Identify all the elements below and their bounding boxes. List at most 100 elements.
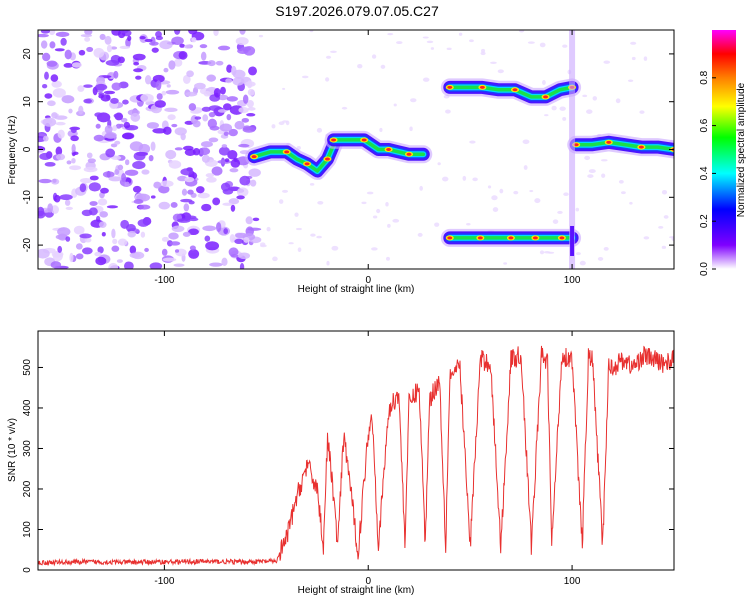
noise-speckle: [316, 235, 322, 239]
noise-speckle: [503, 262, 508, 265]
noise-blob: [224, 158, 230, 163]
x-tick-label: -100: [154, 576, 174, 587]
noise-blob: [155, 80, 162, 91]
noise-blob: [98, 94, 104, 99]
noise-blob: [140, 93, 154, 103]
noise-blob: [158, 201, 170, 210]
noise-speckle: [422, 36, 429, 39]
noise-blob: [150, 195, 156, 199]
y-tick-label: 500: [22, 359, 33, 376]
noise-speckle: [562, 116, 567, 121]
x-tick-label: 0: [365, 576, 371, 587]
y-tick-label: 20: [22, 48, 33, 60]
noise-blob: [64, 49, 72, 60]
noise-blob: [71, 143, 76, 154]
noise-speckle: [575, 207, 580, 212]
noise-blob: [83, 84, 93, 88]
noise-blob: [110, 46, 118, 50]
track-peak: [304, 162, 310, 166]
noise-blob: [78, 49, 86, 56]
noise-blob: [148, 155, 154, 162]
noise-speckle: [387, 32, 394, 36]
noise-speckle: [409, 126, 413, 132]
track-peak: [479, 85, 485, 89]
noise-blob: [248, 168, 261, 177]
track-peak: [447, 236, 453, 240]
noise-blob: [152, 128, 167, 134]
noise-speckle: [396, 41, 403, 45]
noise-speckle: [487, 185, 492, 189]
noise-blob: [227, 149, 238, 160]
noise-speckle: [387, 223, 391, 228]
noise-speckle: [584, 155, 591, 161]
noise-speckle: [417, 232, 423, 237]
noise-blob: [98, 221, 107, 229]
noise-blob: [163, 67, 169, 73]
snr-x-axis: -100 0 100: [154, 331, 581, 587]
noise-speckle: [499, 188, 504, 194]
noise-blob: [111, 245, 120, 252]
noise-speckle: [522, 139, 530, 145]
noise-speckle: [422, 77, 430, 82]
noise-blob: [144, 75, 152, 85]
noise-blob: [194, 82, 206, 90]
noise-blob: [127, 35, 132, 42]
noise-blob: [221, 257, 228, 266]
noise-speckle: [434, 222, 440, 227]
noise-blob: [230, 254, 239, 258]
noise-blob: [205, 241, 220, 251]
noise-speckle: [603, 60, 611, 64]
noise-blob: [218, 146, 230, 156]
noise-speckle: [462, 175, 467, 181]
noise-speckle: [441, 176, 449, 182]
noise-blob: [174, 30, 181, 35]
noise-speckle: [282, 87, 286, 90]
noise-blob: [201, 154, 210, 163]
noise-speckle: [446, 47, 452, 51]
noise-speckle: [430, 47, 435, 50]
noise-blob: [61, 95, 75, 104]
snr-frame: [37, 330, 675, 571]
noise-speckle: [393, 103, 397, 107]
noise-speckle: [437, 162, 441, 166]
noise-speckle: [325, 77, 330, 82]
colorbar: 0.0 0.2 0.4 0.6 0.8 Normalized spectral ampl…: [699, 30, 747, 276]
snr-y-label: SNR (10 * v/v): [7, 418, 18, 482]
noise-blob: [221, 144, 228, 148]
noise-speckle: [392, 218, 400, 223]
noise-blob: [48, 30, 56, 36]
noise-blob: [226, 96, 239, 102]
noise-speckle: [539, 42, 546, 48]
noise-blob: [141, 169, 150, 175]
noise-blob: [209, 262, 223, 267]
noise-blob: [216, 222, 222, 233]
noise-speckle: [542, 80, 546, 85]
noise-speckle: [410, 98, 417, 103]
noise-blob: [75, 243, 83, 250]
noise-speckle: [588, 169, 596, 174]
noise-blob: [161, 248, 168, 256]
noise-blob: [222, 202, 233, 206]
noise-speckle: [357, 64, 363, 69]
noise-blob: [184, 44, 191, 49]
noise-blob: [161, 236, 169, 242]
noise-speckle: [643, 236, 650, 240]
noise-blob: [171, 36, 184, 46]
noise-blob: [38, 178, 52, 184]
noise-blob: [100, 187, 109, 194]
spectrogram-x-label: Height of straight line (km): [298, 284, 415, 295]
noise-blob: [231, 65, 237, 76]
noise-speckle: [597, 256, 604, 261]
noise-blob: [245, 216, 253, 225]
noise-blob: [168, 60, 176, 70]
noise-blob: [64, 199, 71, 206]
noise-speckle: [426, 40, 434, 44]
noise-speckle: [587, 174, 594, 178]
noise-blob: [217, 109, 227, 113]
noise-blob: [166, 84, 171, 88]
track-peak: [386, 148, 392, 151]
noise-speckle: [317, 201, 324, 205]
noise-speckle: [419, 185, 423, 191]
vertical-streak-core: [570, 225, 575, 256]
